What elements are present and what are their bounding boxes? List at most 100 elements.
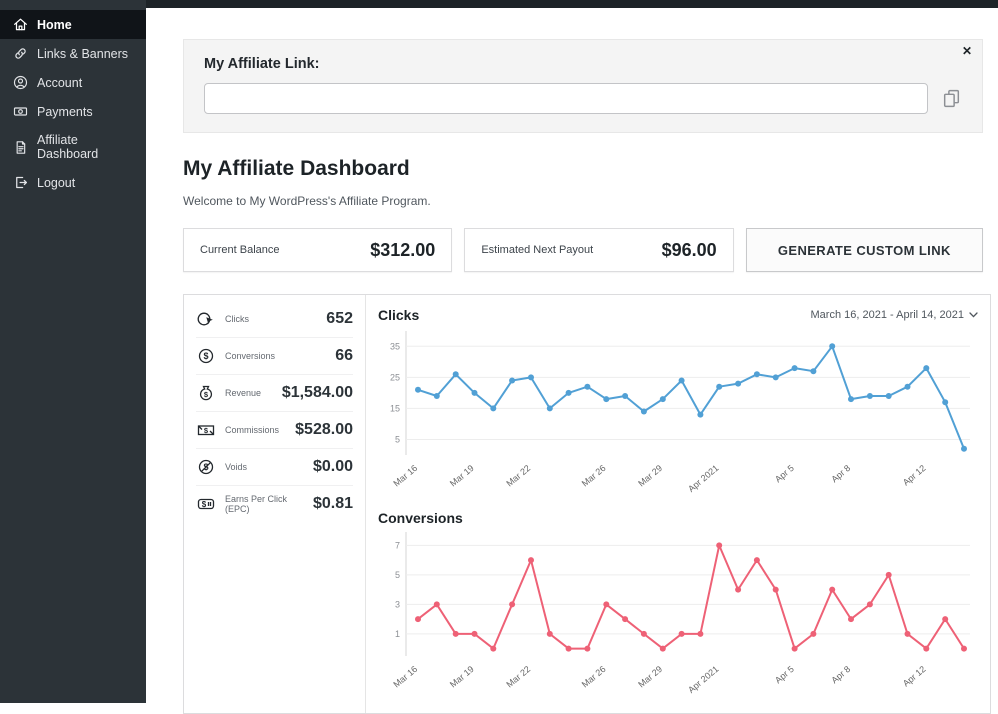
svg-text:$: $ bbox=[204, 390, 209, 399]
card-label: Estimated Next Payout bbox=[481, 244, 594, 256]
stat-value: $0.00 bbox=[312, 458, 353, 475]
clicks-line-chart: 5 15 25 35 Mar 16 Mar 19 Mar 22 Mar 26 Mar 29 Apr… bbox=[378, 325, 978, 508]
commissions-icon: $ bbox=[196, 420, 220, 440]
charts-column: Clicks March 16, 2021 - April 14, 2021 5… bbox=[365, 295, 990, 713]
svg-text:Mar 26: Mar 26 bbox=[580, 463, 608, 489]
svg-text:5: 5 bbox=[395, 570, 400, 580]
affiliate-link-title: My Affiliate Link: bbox=[204, 56, 320, 72]
svg-text:15: 15 bbox=[390, 403, 400, 413]
svg-text:1: 1 bbox=[395, 629, 400, 639]
epc-icon: $ bbox=[196, 494, 220, 514]
conversions-line-chart: 1 3 5 7 Mar 16 Mar 19 Mar 22 Mar 26 Mar 29 Apr 20… bbox=[378, 526, 978, 709]
sidebar-item-payments[interactable]: Payments bbox=[0, 97, 146, 126]
sidebar-item-label: Account bbox=[37, 75, 83, 90]
sidebar-item-label: Logout bbox=[37, 175, 76, 190]
affiliate-link-box: ✕ My Affiliate Link: bbox=[183, 39, 983, 133]
sidebar-item-home[interactable]: Home bbox=[0, 10, 146, 39]
sidebar-item-label: Links & Banners bbox=[37, 46, 129, 61]
svg-text:Mar 22: Mar 22 bbox=[504, 463, 532, 489]
stat-row-voids: $ Voids $0.00 bbox=[196, 449, 353, 486]
svg-text:Mar 22: Mar 22 bbox=[504, 664, 532, 690]
stat-row-commissions: $ Commissions $528.00 bbox=[196, 412, 353, 449]
logout-icon bbox=[16, 176, 27, 189]
stat-value: 652 bbox=[326, 310, 353, 327]
clicks-chart-title: Clicks bbox=[378, 307, 420, 323]
conversions-chart-title: Conversions bbox=[378, 510, 463, 526]
svg-text:Apr 12: Apr 12 bbox=[901, 463, 928, 488]
stat-value: $528.00 bbox=[295, 421, 353, 438]
chevron-down-icon bbox=[969, 312, 978, 318]
svg-text:Mar 19: Mar 19 bbox=[448, 664, 476, 690]
stat-label: Commissions bbox=[225, 425, 280, 435]
copy-icon[interactable] bbox=[941, 88, 962, 109]
svg-text:3: 3 bbox=[395, 599, 400, 609]
stat-label: Conversions bbox=[225, 351, 276, 361]
main-content: ✕ My Affiliate Link: My Affiliate Dashbo… bbox=[146, 0, 998, 714]
document-icon bbox=[16, 140, 26, 154]
card-value: $96.00 bbox=[661, 239, 717, 260]
svg-text:Apr 5: Apr 5 bbox=[773, 664, 796, 685]
date-range-selector[interactable]: March 16, 2021 - April 14, 2021 bbox=[811, 309, 978, 321]
sidebar-item-account[interactable]: Account bbox=[0, 68, 146, 97]
date-range-label: March 16, 2021 - April 14, 2021 bbox=[810, 309, 964, 321]
next-payout-card: Estimated Next Payout $96.00 bbox=[464, 228, 734, 272]
svg-text:Apr 12: Apr 12 bbox=[901, 664, 928, 689]
summary-cards: Current Balance $312.00 Estimated Next P… bbox=[183, 228, 983, 272]
welcome-text: Welcome to My WordPress's Affiliate Prog… bbox=[183, 194, 431, 208]
stat-label: Revenue bbox=[225, 388, 262, 398]
stat-row-conversions: $ Conversions 66 bbox=[196, 338, 353, 375]
stat-row-clicks: Clicks 652 bbox=[196, 301, 353, 338]
svg-text:Apr 5: Apr 5 bbox=[773, 463, 796, 484]
conversions-icon: $ bbox=[196, 346, 220, 366]
stat-row-revenue: $ Revenue $1,584.00 bbox=[196, 375, 353, 412]
close-icon[interactable]: ✕ bbox=[961, 44, 972, 58]
sidebar-item-label: Affiliate Dashboard bbox=[37, 133, 99, 161]
analytics-panel: Clicks 652 $ Conversions 66 $ Revenue $1… bbox=[183, 294, 991, 714]
home-icon bbox=[14, 18, 27, 31]
svg-text:35: 35 bbox=[390, 341, 400, 351]
affiliate-link-input[interactable] bbox=[204, 83, 928, 114]
payments-icon bbox=[13, 107, 28, 116]
stat-label: Earns Per Click (EPC) bbox=[225, 494, 288, 514]
sidebar-item-links-banners[interactable]: Links & Banners bbox=[0, 39, 146, 68]
sidebar-item-label: Payments bbox=[37, 104, 93, 119]
stat-value: $0.81 bbox=[312, 495, 353, 512]
user-icon bbox=[13, 75, 28, 90]
revenue-icon: $ bbox=[196, 383, 220, 403]
voids-icon: $ bbox=[196, 457, 220, 477]
stat-row-epc: $ Earns Per Click (EPC) $0.81 bbox=[196, 486, 353, 522]
clicks-chart-header: Clicks March 16, 2021 - April 14, 2021 bbox=[378, 305, 978, 325]
svg-text:Mar 16: Mar 16 bbox=[391, 664, 419, 690]
svg-text:Apr 8: Apr 8 bbox=[829, 664, 852, 685]
svg-text:Mar 29: Mar 29 bbox=[636, 463, 664, 489]
admin-top-bar bbox=[0, 0, 998, 8]
stat-label: Voids bbox=[225, 462, 248, 472]
sidebar: Home Links & Banners Account Payments Af… bbox=[0, 0, 146, 703]
svg-text:Mar 29: Mar 29 bbox=[636, 664, 664, 690]
svg-text:7: 7 bbox=[395, 540, 400, 550]
svg-text:Mar 16: Mar 16 bbox=[391, 463, 419, 489]
svg-text:Apr 2021: Apr 2021 bbox=[686, 463, 720, 494]
card-label: Current Balance bbox=[200, 244, 280, 256]
current-balance-card: Current Balance $312.00 bbox=[183, 228, 453, 272]
sidebar-item-logout[interactable]: Logout bbox=[0, 168, 146, 197]
svg-text:Mar 19: Mar 19 bbox=[448, 463, 476, 489]
stat-value: $1,584.00 bbox=[281, 384, 353, 401]
svg-text:25: 25 bbox=[390, 372, 400, 382]
page-title: My Affiliate Dashboard bbox=[183, 157, 410, 180]
stats-column: Clicks 652 $ Conversions 66 $ Revenue $1… bbox=[184, 295, 365, 713]
sidebar-item-affiliate-dashboard[interactable]: Affiliate Dashboard bbox=[0, 126, 146, 168]
svg-text:Mar 26: Mar 26 bbox=[580, 664, 608, 690]
clicks-icon bbox=[196, 309, 220, 329]
svg-text:$: $ bbox=[204, 426, 209, 435]
stat-value: 66 bbox=[335, 347, 353, 364]
generate-custom-link-button[interactable]: GENERATE CUSTOM LINK bbox=[745, 228, 983, 272]
card-value: $312.00 bbox=[370, 239, 436, 260]
svg-text:$: $ bbox=[203, 351, 208, 361]
sidebar-item-label: Home bbox=[37, 17, 72, 32]
svg-text:$: $ bbox=[202, 500, 207, 509]
link-icon bbox=[15, 48, 26, 59]
svg-text:Apr 2021: Apr 2021 bbox=[686, 664, 720, 695]
stat-label: Clicks bbox=[225, 314, 249, 324]
svg-text:5: 5 bbox=[395, 435, 400, 445]
